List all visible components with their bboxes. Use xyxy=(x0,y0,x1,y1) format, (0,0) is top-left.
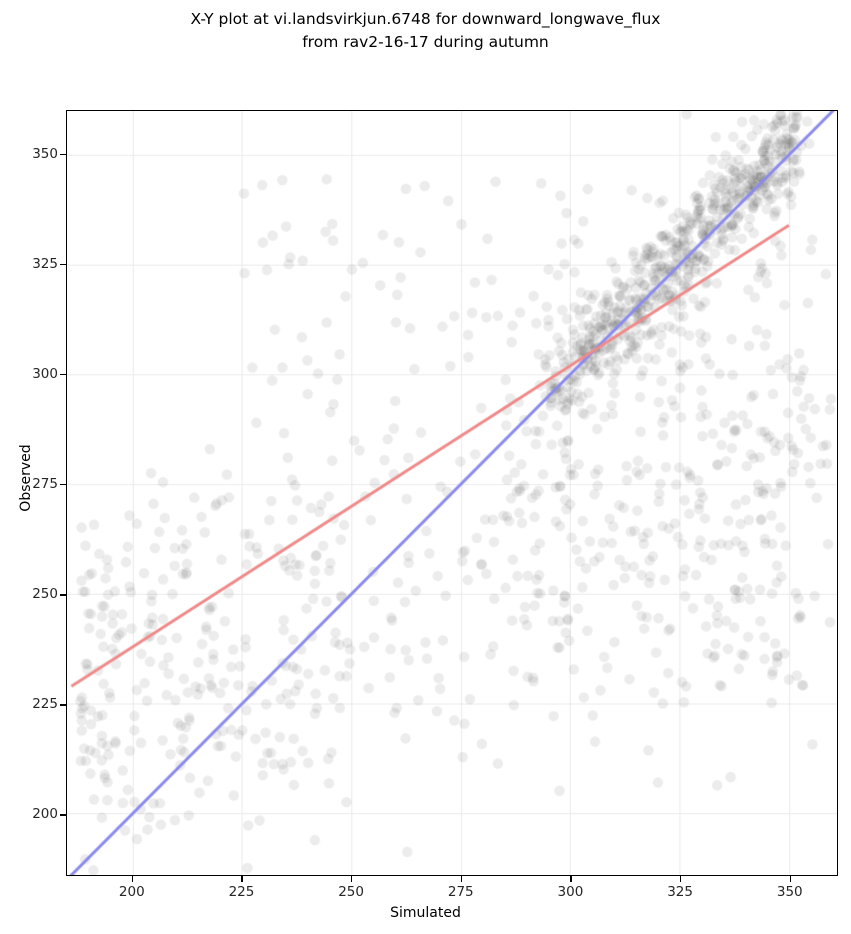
y-tick-mark xyxy=(60,484,66,486)
x-tick-mark xyxy=(241,876,243,882)
plot-area[interactable] xyxy=(66,110,838,876)
x-axis-label: Simulated xyxy=(390,905,461,921)
x-tick-label-300: 300 xyxy=(557,884,584,900)
x-tick-mark xyxy=(570,876,572,882)
y-tick-label-225: 225 xyxy=(32,696,58,713)
y-tick-label-325: 325 xyxy=(32,256,58,273)
x-tick-label-250: 250 xyxy=(338,884,364,900)
y-tick-mark xyxy=(60,374,66,376)
x-axis-ticks: 200 225 250 275 300 325 350 xyxy=(0,884,851,908)
x-tick-label-225: 225 xyxy=(228,884,255,900)
y-tick-mark xyxy=(60,154,66,156)
y-tick-label-250: 250 xyxy=(32,586,58,603)
y-tick-mark xyxy=(60,814,66,816)
x-tick-label-275: 275 xyxy=(447,884,474,900)
y-tick-mark xyxy=(60,594,66,596)
chart-title: X-Y plot at vi.landsvirkjun.6748 for dow… xyxy=(190,10,661,51)
x-tick-mark xyxy=(789,876,792,882)
trend-lines-layer xyxy=(67,111,837,875)
x-tick-mark xyxy=(351,876,353,882)
x-tick-mark xyxy=(460,876,463,882)
y-tick-label-300: 300 xyxy=(32,366,58,383)
x-tick-mark xyxy=(131,876,134,882)
x-tick-label-325: 325 xyxy=(667,884,693,900)
x-tick-label-200: 200 xyxy=(118,884,145,900)
y-tick-mark xyxy=(60,264,66,266)
x-tick-mark xyxy=(680,876,682,882)
y-tick-label-200: 200 xyxy=(32,806,58,823)
y-axis-label: Observed xyxy=(18,444,34,512)
y-tick-label-350: 350 xyxy=(32,146,58,163)
y-tick-mark xyxy=(60,704,66,706)
x-tick-label-350: 350 xyxy=(776,884,803,900)
y-tick-label-275: 275 xyxy=(32,476,58,493)
y-axis-ticks: 200 225 250 275 300 325 350 xyxy=(0,0,58,934)
